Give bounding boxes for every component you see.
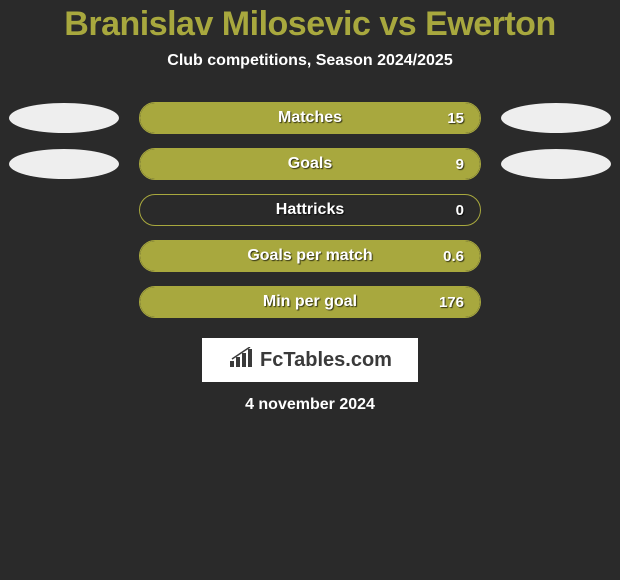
- stat-bar: Goals per match 0.6: [139, 240, 481, 272]
- player-right-avatar: [501, 149, 611, 179]
- avatar-placeholder: [501, 287, 611, 317]
- stat-value: 0: [456, 202, 464, 219]
- stat-value: 9: [456, 156, 464, 173]
- stat-label: Min per goal: [263, 293, 357, 311]
- stat-row: Goals per match 0.6: [0, 240, 620, 272]
- avatar-placeholder: [501, 241, 611, 271]
- avatar-placeholder: [9, 287, 119, 317]
- main-container: Branislav Milosevic vs Ewerton Club comp…: [0, 0, 620, 414]
- player-left-avatar: [9, 103, 119, 133]
- stat-label: Goals per match: [247, 247, 372, 265]
- branding-text: FcTables.com: [260, 349, 392, 372]
- stat-bar: Min per goal 176: [139, 286, 481, 318]
- stat-row: Matches 15: [0, 102, 620, 134]
- stat-row: Min per goal 176: [0, 286, 620, 318]
- stat-bar: Hattricks 0: [139, 194, 481, 226]
- stat-label: Matches: [278, 109, 342, 127]
- page-title: Branislav Milosevic vs Ewerton: [0, 5, 620, 44]
- avatar-placeholder: [9, 195, 119, 225]
- date-text: 4 november 2024: [0, 396, 620, 414]
- stat-value: 0.6: [443, 248, 464, 265]
- subtitle: Club competitions, Season 2024/2025: [0, 52, 620, 70]
- stat-row: Goals 9: [0, 148, 620, 180]
- avatar-placeholder: [9, 241, 119, 271]
- stat-bar: Goals 9: [139, 148, 481, 180]
- stat-label: Hattricks: [276, 201, 344, 219]
- player-right-avatar: [501, 103, 611, 133]
- stat-value: 176: [439, 294, 464, 311]
- stat-label: Goals: [288, 155, 332, 173]
- player-left-avatar: [9, 149, 119, 179]
- avatar-placeholder: [501, 195, 611, 225]
- stat-value: 15: [447, 110, 464, 127]
- stats-list: Matches 15 Goals 9 Hattricks 0 Goals per match…: [0, 102, 620, 318]
- stat-bar: Matches 15: [139, 102, 481, 134]
- stat-row: Hattricks 0: [0, 194, 620, 226]
- branding-box: FcTables.com: [202, 338, 418, 382]
- chart-icon: [228, 347, 254, 374]
